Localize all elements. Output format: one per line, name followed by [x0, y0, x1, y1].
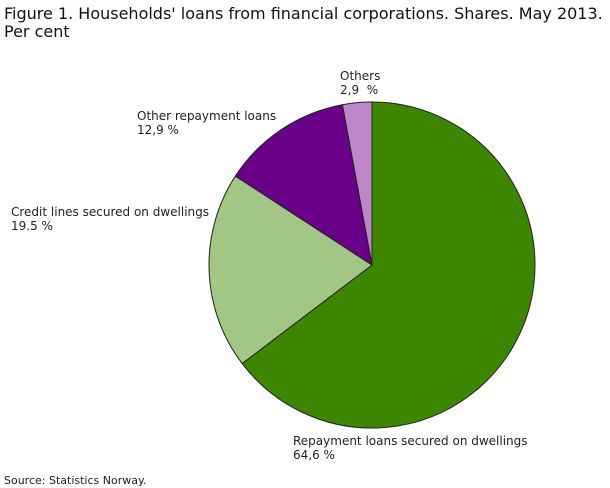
slice-label: Repayment loans secured on dwellings — [293, 434, 528, 448]
slice-value-label: 2,9 % — [340, 83, 378, 97]
source: Source: Statistics Norway. — [4, 474, 146, 487]
slice-label: Others — [340, 69, 380, 83]
slice-label: Credit lines secured on dwellings — [11, 205, 209, 219]
pie-slice — [208, 175, 373, 365]
pie-slice — [234, 104, 373, 267]
slice-label: Other repayment loans — [137, 109, 276, 123]
pie-slice — [341, 101, 373, 266]
slice-value-label: 64,6 % — [293, 448, 335, 462]
slice-value-label: 12,9 % — [137, 123, 179, 137]
chart-subtitle: Per cent — [4, 22, 70, 41]
slice-value-label: 19.5 % — [11, 219, 53, 233]
chart-title: Figure 1. Households' loans from financi… — [4, 4, 603, 23]
pie-slice — [241, 101, 536, 429]
